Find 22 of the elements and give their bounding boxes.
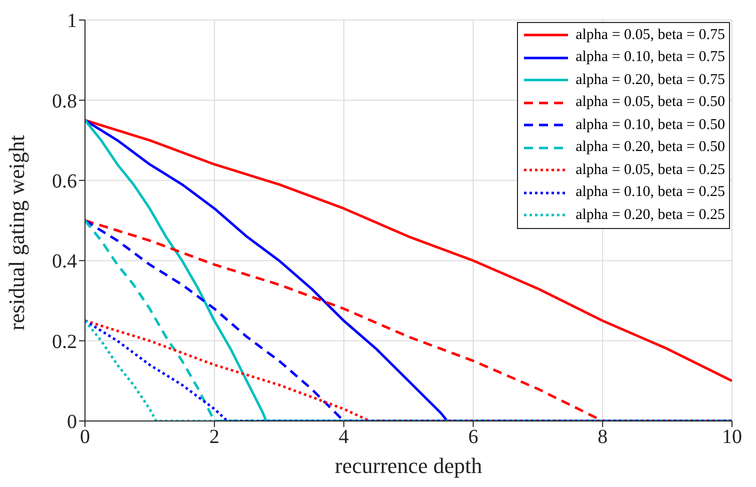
y-tick-label: 0 xyxy=(67,411,77,434)
legend-label: alpha = 0.05, beta = 0.75 xyxy=(576,26,725,44)
legend-label: alpha = 0.05, beta = 0.50 xyxy=(576,94,725,112)
x-axis-title: recurrence depth xyxy=(334,453,482,478)
x-tick-label: 8 xyxy=(598,426,608,448)
legend-label: alpha = 0.20, beta = 0.50 xyxy=(576,139,725,156)
x-tick-label: 6 xyxy=(468,426,478,448)
y-tick-label: 1 xyxy=(67,10,77,32)
y-tick-label: 0.2 xyxy=(52,330,77,353)
legend-label: alpha = 0.20, beta = 0.75 xyxy=(576,72,725,89)
legend-label: alpha = 0.10, beta = 0.50 xyxy=(576,116,725,134)
legend-label: alpha = 0.20, beta = 0.25 xyxy=(576,206,725,224)
x-tick-label: 4 xyxy=(338,426,349,448)
y-tick-label: 0.4 xyxy=(52,250,77,273)
y-tick-label: 0.8 xyxy=(52,90,77,112)
y-axis-title: residual gating weight xyxy=(4,134,29,330)
x-tick-label: 10 xyxy=(722,426,742,448)
y-tick-label: 0.6 xyxy=(52,170,77,192)
legend-label: alpha = 0.05, beta = 0.25 xyxy=(576,162,725,179)
legend-label: alpha = 0.10, beta = 0.75 xyxy=(576,49,725,66)
x-tick-label: 2 xyxy=(209,426,220,448)
legend-label: alpha = 0.10, beta = 0.25 xyxy=(576,184,725,202)
